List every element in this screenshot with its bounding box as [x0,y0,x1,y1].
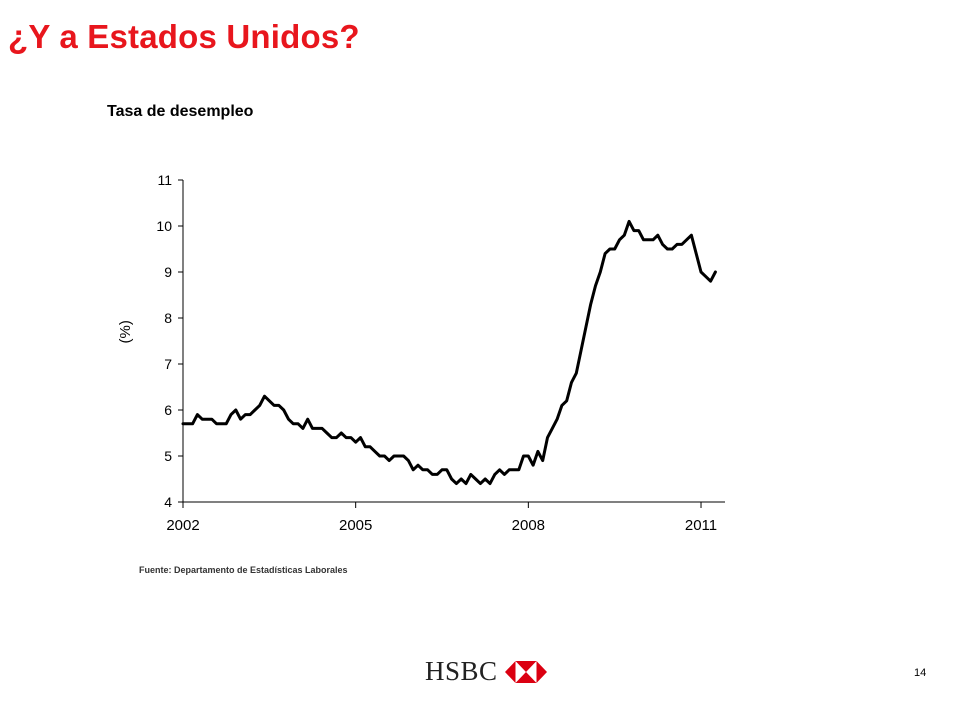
x-ticks: 2002 2005 2008 2011 [166,502,717,534]
logo-text: HSBC [425,656,498,686]
y-tick-label: 10 [156,218,172,234]
slide-title: ¿Y a Estados Unidos? [8,18,360,55]
y-tick-label: 5 [164,448,172,464]
chart-svg: 4 5 6 7 8 9 10 11 2002 2005 2008 2011 (%) [117,172,725,534]
hsbc-logo: HSBC [425,658,547,685]
x-tick-label: 2005 [339,517,372,534]
x-tick-label: 2008 [512,517,545,534]
y-tick-label: 11 [157,172,172,188]
y-tick-label: 8 [164,310,172,326]
hsbc-hexagon-logo-icon [504,660,547,683]
x-tick-label: 2002 [166,517,199,534]
y-axis-label: (%) [117,320,134,343]
unemployment-line-chart: 4 5 6 7 8 9 10 11 2002 2005 2008 2011 (%) [100,160,740,550]
page-number: 14 [914,667,927,679]
chart-title: Tasa de desempleo [107,103,254,120]
source-note: Fuente: Departamento de Estadísticas Lab… [139,565,348,575]
unemployment-rate-line [181,219,717,486]
x-tick-label: 2011 [685,517,717,534]
y-tick-label: 4 [164,494,172,510]
y-tick-label: 6 [164,402,172,418]
y-tick-label: 9 [164,264,172,280]
y-tick-label: 7 [164,356,172,372]
y-ticks: 4 5 6 7 8 9 10 11 [156,172,183,510]
